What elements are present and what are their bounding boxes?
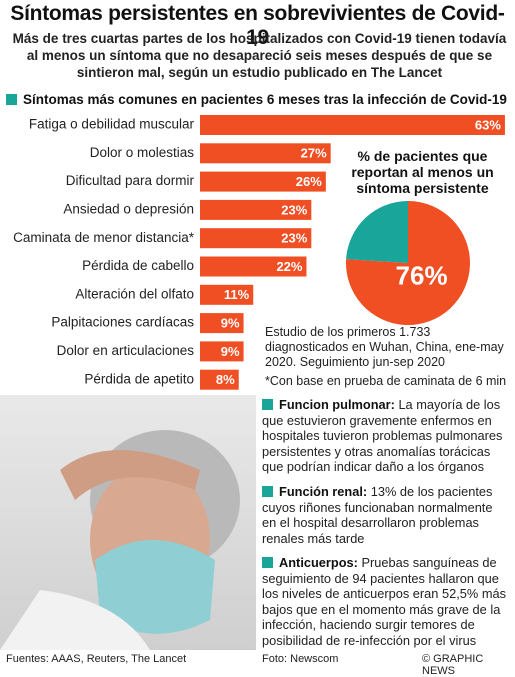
- bar: [200, 256, 307, 277]
- bar: [200, 284, 254, 305]
- brand: © GRAPHIC NEWS: [422, 653, 484, 677]
- section-heading: Función renal:: [279, 484, 368, 499]
- value-label: 23%: [281, 231, 307, 246]
- study-note: Estudio de los primeros 1.733 diagnostic…: [265, 325, 504, 369]
- section-text: 13% de los pacientes cuyos riñones funci…: [262, 484, 493, 546]
- bar: [200, 115, 505, 135]
- photo-credit: Foto: Newscom: [262, 653, 339, 665]
- bar: [200, 143, 331, 164]
- value-label: 23%: [281, 202, 307, 217]
- bar: [200, 228, 312, 249]
- section: Función renal: 13% de los pacientes cuyo…: [262, 484, 510, 546]
- category-label: Palpitaciones cardíacas: [51, 315, 194, 330]
- value-label: 27%: [301, 146, 327, 161]
- category-label: Fatiga o debilidad muscular: [29, 117, 195, 132]
- bar: [200, 313, 244, 334]
- section-heading: Funcion pulmonar:: [279, 397, 395, 412]
- section-text: La mayoría de los que estuvieron graveme…: [262, 397, 503, 474]
- bar-chart-title-text: Síntomas más comunes en pacientes 6 mese…: [23, 92, 507, 107]
- category-label: Pérdida de cabello: [82, 258, 194, 273]
- value-label: 8%: [216, 372, 235, 387]
- section: Funcion pulmonar: La mayoría de los que …: [262, 397, 510, 475]
- value-label: 63%: [475, 117, 501, 132]
- photo: [0, 395, 256, 650]
- section-text: Pruebas sanguíneas de seguimiento de 94 …: [262, 555, 506, 648]
- value-label: 26%: [296, 174, 322, 189]
- category-label: Dificultad para dormir: [66, 173, 195, 188]
- bar: [200, 369, 239, 390]
- value-label: 9%: [221, 344, 240, 359]
- category-label: Alteración del olfato: [75, 286, 194, 301]
- category-label: Dolor en articulaciones: [57, 343, 195, 358]
- category-label: Caminata de menor distancia*: [13, 230, 195, 245]
- section: Anticuerpos: Pruebas sanguíneas de segui…: [262, 555, 510, 648]
- pie-chart-title: % de pacientes que reportan al menos un …: [351, 148, 494, 196]
- subtitle: Más de tres cuartas partes de los hospit…: [12, 31, 507, 80]
- bar: [200, 171, 326, 192]
- footnote: *Con base en prueba de caminata de 6 min: [265, 374, 507, 388]
- value-label: 11%: [224, 287, 250, 302]
- category-label: Ansiedad o depresión: [63, 201, 194, 216]
- bar: [200, 199, 312, 220]
- category-label: Pérdida de apetito: [84, 371, 194, 386]
- value-label: 22%: [276, 259, 302, 274]
- sources: Fuentes: AAAS, Reuters, The Lancet: [6, 653, 187, 665]
- section-heading: Anticuerpos:: [279, 555, 358, 570]
- category-label: Dolor o molestias: [90, 145, 195, 160]
- bar-chart-title: Síntomas más comunes en pacientes 6 mese…: [6, 92, 507, 107]
- title: Síntomas persistentes en sobrevivientes …: [10, 2, 505, 49]
- pie-slice: [346, 201, 408, 263]
- value-label: 9%: [221, 316, 240, 331]
- value-label: 76%: [396, 260, 448, 290]
- bar: [200, 341, 244, 362]
